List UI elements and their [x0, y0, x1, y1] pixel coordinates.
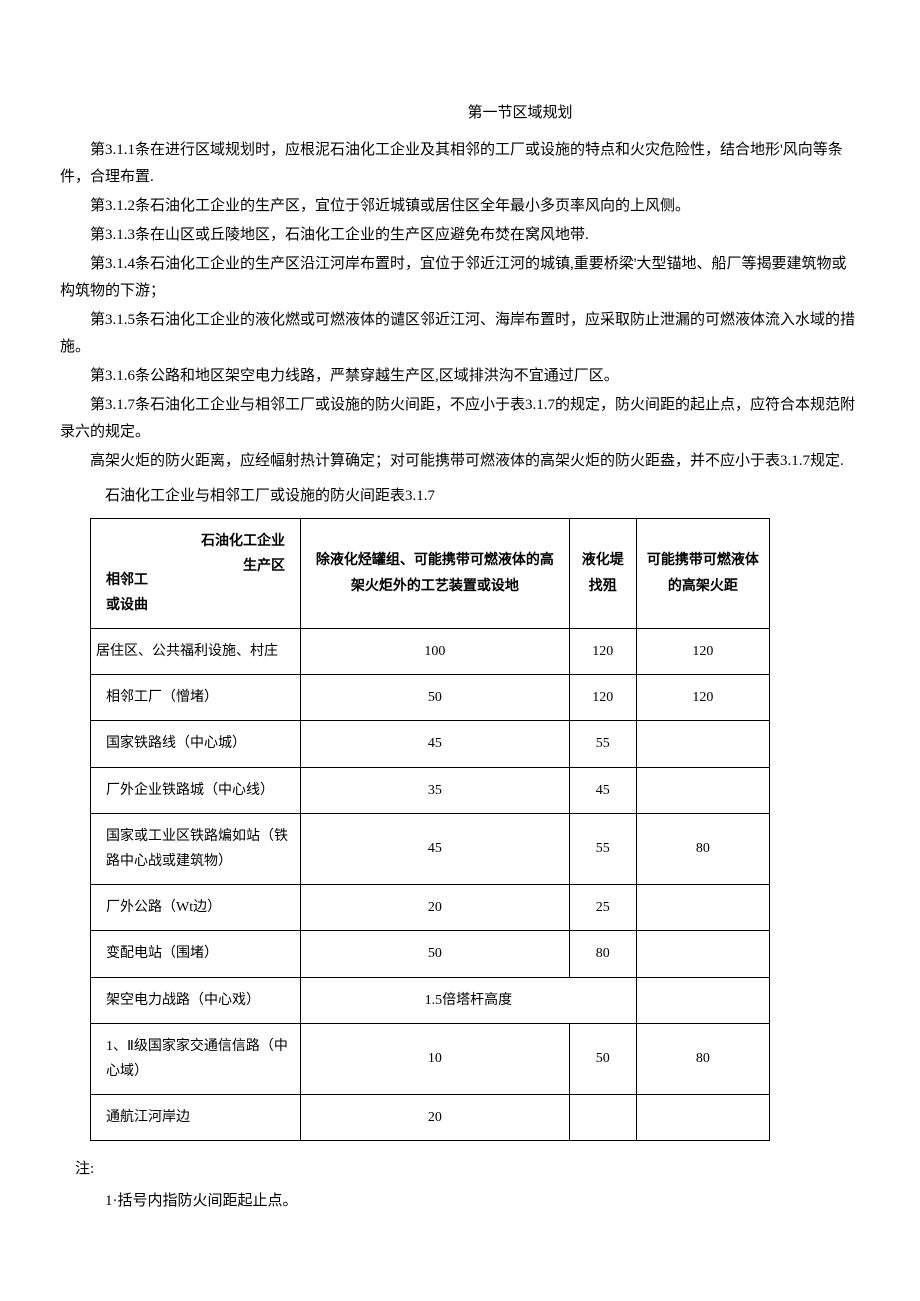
- data-cell: 50: [569, 1023, 636, 1094]
- data-cell: 100: [301, 629, 570, 675]
- table-header-diagonal: 石油化工企业生产区 相邻工或设曲: [91, 519, 301, 629]
- row-label: 相邻工厂（憎堵）: [91, 675, 301, 721]
- paragraph-3-1-7: 第3.1.7条石油化工企业与相邻工厂或设施的防火间距，不应小于表3.1.7的规定…: [60, 392, 860, 446]
- note-item-1: 1·括号内指防火间距起止点。: [60, 1188, 860, 1215]
- data-cell: [636, 721, 769, 767]
- data-cell: [636, 767, 769, 813]
- row-label: 厂外公路（Wt边）: [91, 885, 301, 931]
- data-cell: 80: [636, 813, 769, 884]
- data-cell: 50: [301, 931, 570, 977]
- table-body: 居住区、公共福利设施、村庄 100 120 120 相邻工厂（憎堵） 50 12…: [91, 629, 770, 1141]
- data-cell: 20: [301, 885, 570, 931]
- data-cell: 120: [569, 629, 636, 675]
- table-col-header-3: 可能携带可燃液体的高架火距: [636, 519, 769, 629]
- row-label: 1、Ⅱ级国家家交通信信路（中心域）: [91, 1023, 301, 1094]
- table-row: 居住区、公共福利设施、村庄 100 120 120: [91, 629, 770, 675]
- table-col-header-1: 除液化烃罐组、可能携带可燃液体的高架火炬外的工艺装置或设地: [301, 519, 570, 629]
- table-row: 厂外企业铁路城（中心线） 35 45: [91, 767, 770, 813]
- header-bottom-label: 相邻工或设曲: [106, 568, 148, 618]
- note-label: 注:: [60, 1156, 860, 1183]
- header-top-label: 石油化工企业生产区: [201, 529, 285, 579]
- data-cell: [636, 931, 769, 977]
- data-cell: 80: [569, 931, 636, 977]
- paragraph-3-1-1: 第3.1.1条在进行区域规划时，应根泥石油化工企业及其相邻的工厂或设施的特点和火…: [60, 137, 860, 191]
- table-row: 相邻工厂（憎堵） 50 120 120: [91, 675, 770, 721]
- table-row: 变配电站（围堵） 50 80: [91, 931, 770, 977]
- fire-distance-table: 石油化工企业生产区 相邻工或设曲 除液化烃罐组、可能携带可燃液体的高架火炬外的工…: [90, 518, 770, 1141]
- data-cell: 20: [301, 1095, 570, 1141]
- row-label: 通航江河岸边: [91, 1095, 301, 1141]
- row-label: 变配电站（围堵）: [91, 931, 301, 977]
- table-row: 通航江河岸边 20: [91, 1095, 770, 1141]
- paragraph-3-1-5: 第3.1.5条石油化工企业的液化燃或可燃液体的谴区邻近江河、海岸布置时，应采取防…: [60, 307, 860, 361]
- data-cell: 120: [636, 675, 769, 721]
- table-row: 国家铁路线（中心城） 45 55: [91, 721, 770, 767]
- data-cell: 80: [636, 1023, 769, 1094]
- row-label: 国家或工业区铁路煸如站（铁路中心战或建筑物）: [91, 813, 301, 884]
- table-row: 厂外公路（Wt边） 20 25: [91, 885, 770, 931]
- data-cell: 45: [569, 767, 636, 813]
- notes-section: 注: 1·括号内指防火间距起止点。: [60, 1156, 860, 1215]
- data-cell: 50: [301, 675, 570, 721]
- data-cell: 120: [636, 629, 769, 675]
- data-cell: [569, 1095, 636, 1141]
- row-label: 国家铁路线（中心城）: [91, 721, 301, 767]
- paragraph-3-1-3: 第3.1.3条在山区或丘陵地区，石油化工企业的生产区应避免布焚在窝风地带.: [60, 222, 860, 249]
- data-cell: [636, 885, 769, 931]
- data-cell: 45: [301, 813, 570, 884]
- row-label: 厂外企业铁路城（中心线）: [91, 767, 301, 813]
- row-label: 居住区、公共福利设施、村庄: [91, 629, 301, 675]
- merged-data-cell: 1.5倍塔杆高度: [301, 977, 637, 1023]
- table-row: 国家或工业区铁路煸如站（铁路中心战或建筑物） 45 55 80: [91, 813, 770, 884]
- data-cell: 25: [569, 885, 636, 931]
- table-row: 架空电力战路（中心戏） 1.5倍塔杆高度: [91, 977, 770, 1023]
- data-cell: 35: [301, 767, 570, 813]
- section-title: 第一节区域规划: [60, 100, 860, 127]
- table-caption: 石油化工企业与相邻工厂或设施的防火间距表3.1.7: [60, 483, 860, 510]
- data-cell: 55: [569, 721, 636, 767]
- table-header-row: 石油化工企业生产区 相邻工或设曲 除液化烃罐组、可能携带可燃液体的高架火炬外的工…: [91, 519, 770, 629]
- paragraph-3-1-8: 高架火炬的防火距离，应经幅射热计算确定；对可能携带可燃液体的高架火炬的防火距盎，…: [60, 448, 860, 475]
- paragraph-3-1-4: 第3.1.4条石油化工企业的生产区沿江河岸布置时，宜位于邻近江河的城镇,重要桥梁…: [60, 251, 860, 305]
- row-label: 架空电力战路（中心戏）: [91, 977, 301, 1023]
- data-cell: [636, 977, 769, 1023]
- paragraph-3-1-2: 第3.1.2条石油化工企业的生产区，宜位于邻近城镇或居住区全年最小多页率风向的上…: [60, 193, 860, 220]
- data-cell: 55: [569, 813, 636, 884]
- paragraph-3-1-6: 第3.1.6条公路和地区架空电力线路，严禁穿越生产区,区域排洪沟不宜通过厂区。: [60, 363, 860, 390]
- data-cell: [636, 1095, 769, 1141]
- table-col-header-2: 液化堤找殂: [569, 519, 636, 629]
- data-cell: 10: [301, 1023, 570, 1094]
- data-cell: 45: [301, 721, 570, 767]
- table-row: 1、Ⅱ级国家家交通信信路（中心域） 10 50 80: [91, 1023, 770, 1094]
- data-cell: 120: [569, 675, 636, 721]
